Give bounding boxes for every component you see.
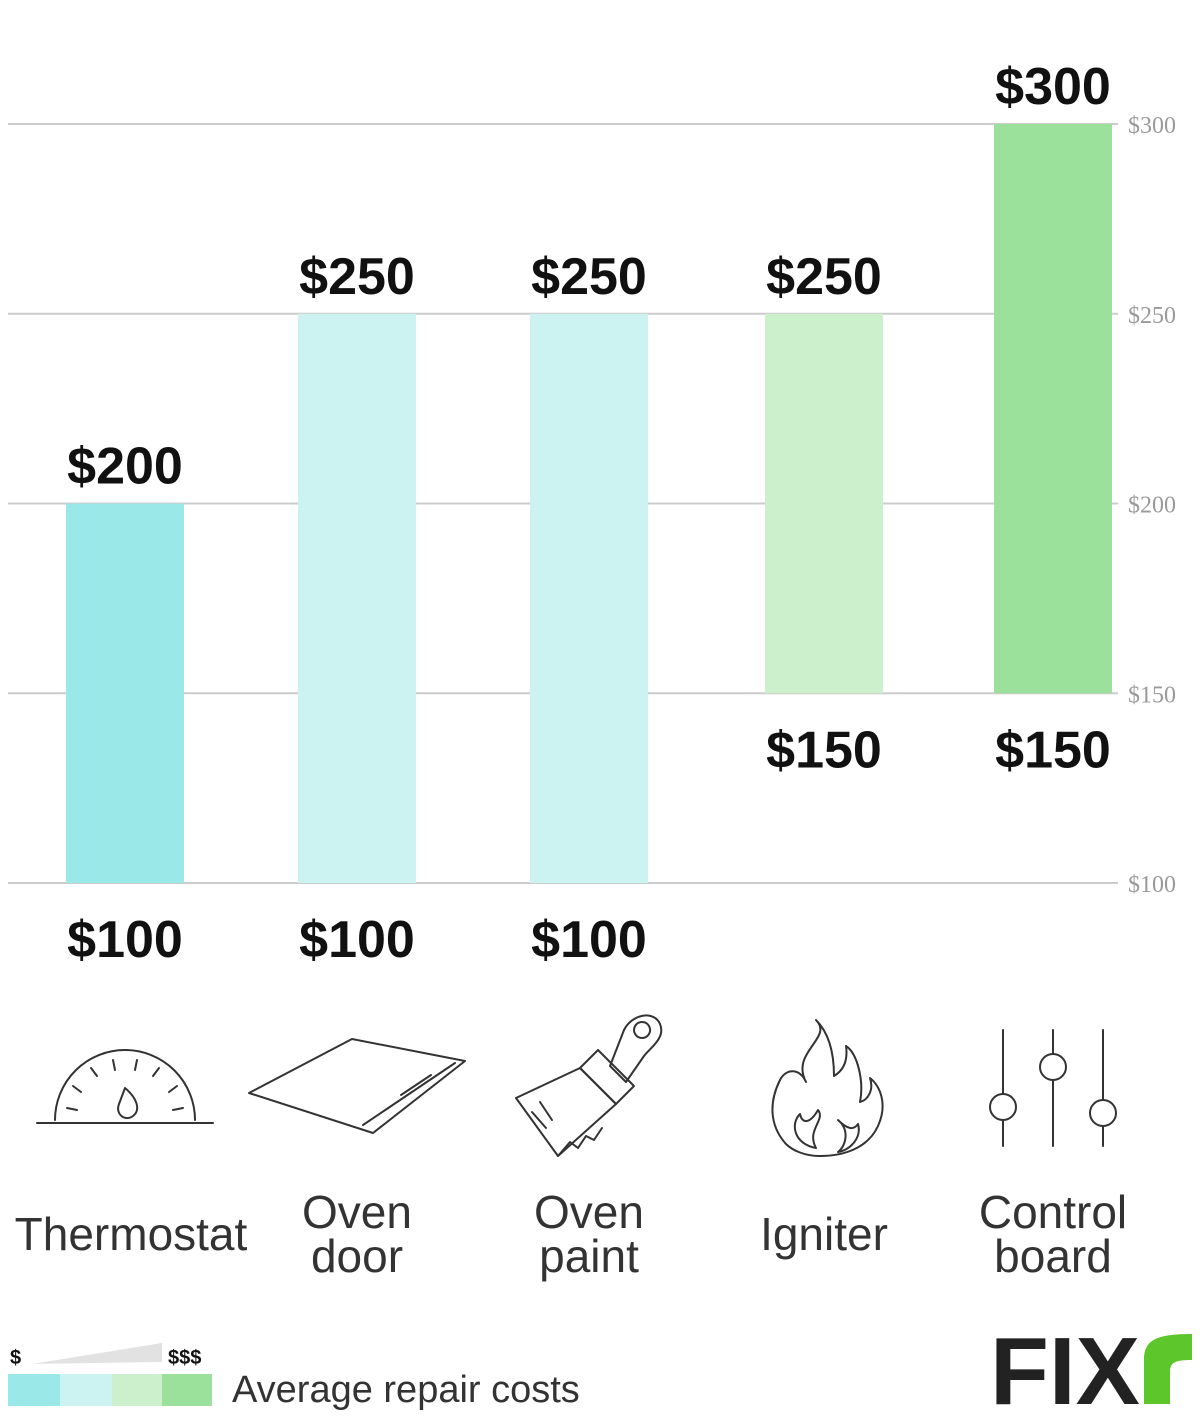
legend-low-symbol: $ xyxy=(10,1347,21,1369)
bar-low-label: $100 xyxy=(299,911,415,969)
y-tick-label: $100 xyxy=(1128,872,1176,898)
bar-high-label: $250 xyxy=(299,248,415,306)
bar-high-label: $200 xyxy=(67,438,183,496)
bar-high-label: $300 xyxy=(995,58,1111,116)
fixr-logo-text: FIX xyxy=(990,1318,1140,1417)
bar xyxy=(530,313,648,883)
category-label: board xyxy=(994,1230,1112,1282)
legend: $ $$$ Average repair costs xyxy=(8,1343,580,1411)
category-label: door xyxy=(311,1230,403,1282)
category-label: paint xyxy=(539,1230,639,1282)
bar xyxy=(66,503,184,883)
legend-text: Average repair costs xyxy=(232,1369,580,1411)
category-label: Oven xyxy=(534,1186,644,1238)
sliders-icon xyxy=(989,1029,1117,1147)
category-label: Control xyxy=(979,1186,1127,1238)
legend-scale-wedge xyxy=(32,1343,162,1364)
fixr-logo: FIX xyxy=(990,1318,1192,1417)
y-tick-label: $150 xyxy=(1128,682,1176,708)
bar xyxy=(298,313,416,883)
category-label: Oven xyxy=(302,1186,412,1238)
thermostat-gauge-icon xyxy=(36,1049,214,1124)
legend-swatch-3 xyxy=(112,1374,162,1406)
y-tick-label: $200 xyxy=(1128,493,1176,519)
category-label: Thermostat xyxy=(15,1208,248,1260)
paintbrush-icon xyxy=(515,1014,663,1157)
legend-high-symbol: $$$ xyxy=(168,1347,201,1369)
category-label: Igniter xyxy=(760,1208,888,1260)
bar-low-label: $100 xyxy=(531,911,647,969)
y-tick-label: $300 xyxy=(1128,113,1176,139)
bar-low-label: $150 xyxy=(995,721,1111,779)
bar xyxy=(765,313,883,694)
bar xyxy=(994,124,1112,694)
bar-high-label: $250 xyxy=(531,248,647,306)
y-tick-label: $250 xyxy=(1128,303,1176,329)
legend-swatch-4 xyxy=(162,1374,212,1406)
oven-door-icon xyxy=(248,1038,466,1134)
bar-low-label: $150 xyxy=(766,721,882,779)
fixr-logo-r-mark xyxy=(1144,1334,1192,1404)
flame-icon xyxy=(771,1019,884,1157)
bar-high-label: $250 xyxy=(766,248,882,306)
legend-swatch-2 xyxy=(60,1374,112,1406)
bars-layer xyxy=(66,124,1112,883)
bar-low-label: $100 xyxy=(67,911,183,969)
y-axis-ticks: $100 $150 $200 $250 $300 xyxy=(1128,113,1176,898)
legend-swatch-1 xyxy=(8,1374,60,1406)
value-labels: $200 $100 $250 $100 $250 $100 $250 $150 $300 $150 xyxy=(67,58,1111,969)
